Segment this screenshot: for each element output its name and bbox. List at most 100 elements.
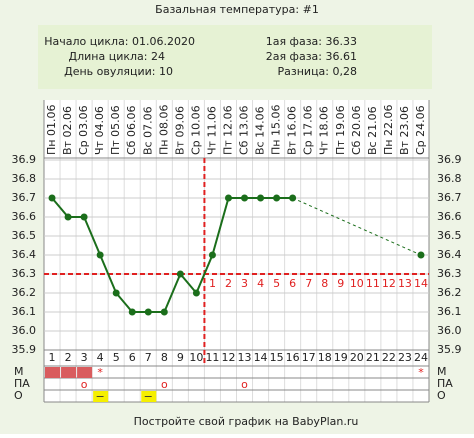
date-label: Пн 22.06 [382,105,395,155]
luteal-day: 1 [209,277,216,290]
cell-symbol: * [97,366,103,379]
x-tick-label: 14 [254,351,268,364]
x-tick-label: 18 [318,351,332,364]
y-tick-label: 35.9 [437,343,462,356]
date-label: Сб 06.06 [125,106,138,155]
y-tick-label: 35.9 [12,343,37,356]
point [273,194,281,202]
point [112,289,120,297]
y-tick-label: 36.9 [437,153,462,166]
y-tick-label: 36.2 [437,286,462,299]
y-tick-label: 36.6 [437,210,462,223]
info: Начало цикла: 01.06.2020 [44,35,195,48]
date-label: Чт 11.06 [205,106,218,155]
cell-fill [77,367,93,378]
date-label: Пн 01.06 [45,105,58,155]
luteal-day: 13 [398,277,412,290]
luteal-day: 12 [382,277,396,290]
point [257,194,265,202]
x-tick-label: 21 [366,351,380,364]
date-label: Вт 16.06 [286,106,299,155]
y-tick-label: 36.0 [12,324,37,337]
date-label: Ср 17.06 [302,105,315,155]
cell-symbol: o [161,378,168,391]
x-tick-label: 8 [161,351,168,364]
cell-symbol: o [241,378,248,391]
info: Разница: 0,28 [278,65,358,78]
cell-symbol: − [144,390,153,403]
y-tick-label: 36.6 [12,210,37,223]
date-label: Пт 19.06 [334,105,347,155]
luteal-day: 6 [289,277,296,290]
date-label: Сб 13.06 [238,106,251,155]
title: Базальная температура: #1 [155,3,319,16]
cell-symbol: − [96,390,105,403]
y-tick-label: 36.5 [12,229,37,242]
luteal-day: 5 [273,277,280,290]
footer: Постройте свой график на BabyPlan.ru [134,415,359,428]
x-tick-label: 20 [350,351,364,364]
point [160,308,168,316]
cell-fill [93,391,109,402]
y-tick-label: 36.0 [437,324,462,337]
luteal-day: 7 [305,277,312,290]
date-label: Вс 21.06 [366,106,379,155]
x-tick-label: 11 [205,351,219,364]
row-label: О [14,389,23,402]
x-tick-label: 13 [238,351,252,364]
point [48,194,56,202]
cell-symbol: o [81,378,88,391]
point [176,270,184,278]
x-tick-label: 1 [49,351,56,364]
y-tick-label: 36.3 [437,267,462,280]
x-tick-label: 3 [81,351,88,364]
point [128,308,136,316]
luteal-day: 3 [241,277,248,290]
y-tick-label: 36.7 [12,191,37,204]
date-label: Пт 12.06 [221,105,234,155]
y-tick-label: 36.9 [12,153,37,166]
y-tick-label: 36.3 [12,267,37,280]
luteal-day: 2 [225,277,232,290]
point [241,194,249,202]
cell-fill [141,391,157,402]
y-tick-label: 36.2 [12,286,37,299]
luteal-day: 4 [257,277,264,290]
date-label: Вт 02.06 [61,106,74,155]
y-tick-label: 36.4 [437,248,462,261]
info: 2ая фаза: 36.61 [266,50,357,63]
line [51,197,293,313]
date-label: Ср 24.06 [414,105,427,155]
point [192,289,200,297]
date-label: Чт 18.06 [318,106,331,155]
point [289,194,297,202]
info: Длина цикла: 24 [69,50,165,63]
date-label: Сб 20.06 [350,106,363,155]
y-tick-label: 36.8 [12,172,37,185]
y-tick-label: 36.7 [437,191,462,204]
point [224,194,232,202]
x-tick-label: 7 [145,351,152,364]
row-label: М [437,365,447,378]
row-label: М [14,365,24,378]
luteal-day: 10 [350,277,364,290]
date-label: Вс 07.06 [141,106,154,155]
x-tick-label: 9 [177,351,184,364]
y-tick-label: 36.4 [12,248,37,261]
date-label: Пт 05.06 [109,105,122,155]
info-box [38,25,432,89]
x-tick-label: 2 [65,351,72,364]
x-tick-label: 16 [286,351,300,364]
y-tick-label: 36.5 [437,229,462,242]
luteal-day: 8 [321,277,328,290]
row-label: ПА [14,377,30,390]
luteal-day: 11 [366,277,380,290]
luteal-day: 14 [414,277,428,290]
info: 1ая фаза: 36.33 [266,35,357,48]
x-tick-label: 4 [97,351,104,364]
x-tick-label: 17 [302,351,316,364]
date-label: Вт 23.06 [398,106,411,155]
point [417,251,425,259]
x-tick-label: 24 [414,351,428,364]
x-tick-label: 19 [334,351,348,364]
